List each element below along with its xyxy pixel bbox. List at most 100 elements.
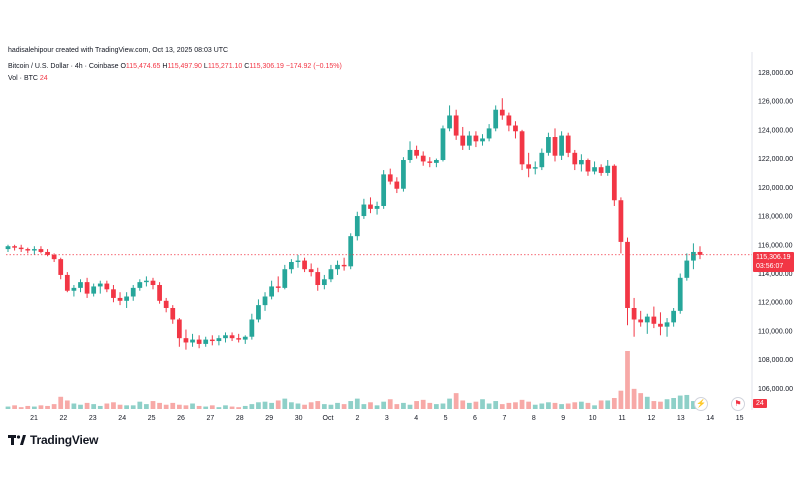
flag-icon[interactable]: ⚑ <box>731 397 745 411</box>
candle-body <box>466 135 472 146</box>
volume-bar <box>242 405 248 409</box>
volume-bar <box>328 404 334 409</box>
last-price-value: 115,306.19 <box>756 254 791 261</box>
candle-body <box>289 262 294 270</box>
x-tick-label: 29 <box>265 415 273 422</box>
volume-bar <box>91 404 97 409</box>
candle-body <box>328 269 334 280</box>
candle-body <box>282 269 288 288</box>
candle-body <box>111 289 116 298</box>
volume-bar <box>223 405 228 409</box>
y-tick-label: 120,000.00 <box>758 185 793 192</box>
volume-bar <box>387 399 393 409</box>
volume-bar <box>38 405 44 409</box>
volume-bar <box>137 401 143 409</box>
candle-body <box>335 264 340 270</box>
volume-bar <box>671 398 677 409</box>
close-value: 115,306.19 <box>249 63 284 70</box>
candle-body <box>97 283 103 287</box>
lightning-icon[interactable]: ⚡ <box>694 397 708 411</box>
open-label: O <box>120 63 126 70</box>
tradingview-brand: TradingView <box>8 433 98 447</box>
volume-bar <box>117 404 123 409</box>
x-tick-label: 22 <box>60 415 68 422</box>
candle-body <box>58 259 64 275</box>
candle-body <box>513 125 518 132</box>
volume-bar <box>289 402 294 409</box>
symbol-title[interactable]: Bitcoin / U.S. Dollar · 4h · Coinbase <box>8 63 119 70</box>
candle-body <box>565 135 571 153</box>
candle-body <box>38 249 44 252</box>
volume-axis-badge: 24 <box>753 399 767 408</box>
volume-label[interactable]: Vol · BTC <box>8 75 38 82</box>
volume-bar <box>539 403 545 409</box>
candle-body <box>638 319 644 323</box>
y-tick-label: 124,000.00 <box>758 127 793 134</box>
volume-bar <box>414 401 419 409</box>
candle-body <box>631 307 637 320</box>
volume-bar <box>12 405 17 409</box>
volume-bar <box>460 400 466 409</box>
candle-body <box>31 249 37 251</box>
candle-body <box>361 204 367 217</box>
candle-body <box>163 300 169 308</box>
candle-body <box>572 152 578 165</box>
volume-bar <box>631 388 637 409</box>
candle-body <box>486 128 492 139</box>
candle-body <box>190 339 195 343</box>
candle-body <box>387 174 393 182</box>
volume-bar <box>618 390 624 409</box>
volume-bar <box>302 404 307 409</box>
candle-body <box>183 338 189 343</box>
candle-body <box>302 260 307 270</box>
candle-body <box>321 279 327 286</box>
volume-bar <box>691 401 696 409</box>
volume-bar <box>170 402 176 409</box>
volume-bar <box>295 403 301 409</box>
volume-bar <box>473 401 479 409</box>
candle-body <box>618 200 624 242</box>
volume-bar <box>684 394 690 409</box>
candle-body <box>434 160 439 163</box>
brand-name: TradingView <box>30 433 99 447</box>
volume-bar <box>176 404 182 409</box>
volume-bar <box>341 404 347 409</box>
candle-body <box>414 149 419 156</box>
volume-bar <box>401 402 406 409</box>
volume-bar <box>420 399 426 409</box>
volume-bar <box>513 402 518 409</box>
volume-bar <box>315 401 321 409</box>
volume-bar <box>598 400 604 409</box>
volume-bar <box>559 404 564 409</box>
x-tick-label: 24 <box>118 415 126 422</box>
candle-body <box>64 274 70 291</box>
volume-bar <box>71 403 77 409</box>
candle-body <box>262 296 268 306</box>
candle-body <box>242 336 248 340</box>
candle-body <box>12 246 17 248</box>
candle-body <box>440 128 446 161</box>
volume-bar <box>183 405 189 409</box>
candle-body <box>546 137 551 153</box>
candle-body <box>124 296 130 301</box>
low-value: 115,271.10 <box>207 63 243 70</box>
volume-bar <box>447 398 452 409</box>
candle-body <box>664 322 670 327</box>
volume-bar <box>209 405 215 409</box>
open-value: 115,474.65 <box>125 63 161 70</box>
close-label: C <box>244 63 250 70</box>
candle-body <box>598 167 604 173</box>
candle-body <box>605 165 611 173</box>
x-tick-label: 7 <box>502 415 506 422</box>
x-tick-label: 8 <box>532 415 536 422</box>
x-tick-label: 21 <box>30 415 38 422</box>
volume-bar <box>493 401 499 409</box>
volume-bar <box>578 401 584 409</box>
candle-body <box>216 338 222 342</box>
symbol-ohlc-line: Bitcoin / U.S. Dollar · 4h · Coinbase O1… <box>8 63 342 70</box>
candle-body <box>447 115 452 129</box>
candle-body <box>130 287 136 297</box>
volume-bar <box>282 398 288 409</box>
candle-body <box>209 339 215 342</box>
